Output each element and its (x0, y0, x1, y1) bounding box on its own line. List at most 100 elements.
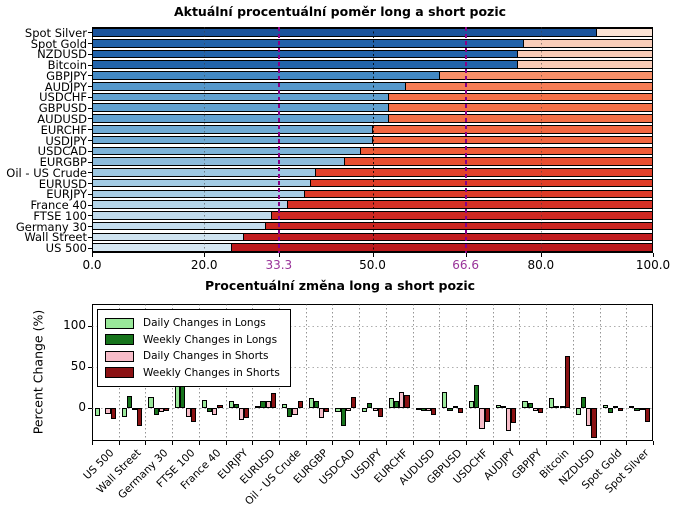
v-gridline (599, 304, 601, 441)
bar-france-40-s3 (217, 404, 223, 408)
bar-audusd-s1 (420, 408, 426, 411)
y-axis-tick (88, 204, 92, 206)
row-label-eurgbp: EURGBP (39, 155, 87, 170)
row-label-eurchf: EURCHF (40, 122, 87, 137)
y-axis-tick (88, 183, 92, 185)
bar-usdcad-s2 (345, 408, 351, 411)
short-bar-segment (231, 243, 654, 252)
legend-label: Weekly Changes in Longs (143, 333, 278, 346)
bar-usdjpy-s3 (377, 408, 383, 417)
bar-eurusd-s0 (255, 406, 261, 409)
bar-eurjpy-s1 (233, 403, 239, 408)
short-bar-segment (270, 211, 653, 220)
bar-us-500-s0 (95, 408, 101, 417)
long-bar-segment (92, 157, 345, 166)
row-label-audjpy: AUDJPY (44, 79, 87, 94)
bar-eurchf-s2 (399, 391, 405, 408)
bar-eurchf-s3 (404, 394, 410, 408)
y-axis-tick (88, 86, 92, 88)
long-bar-segment (92, 49, 519, 59)
long-bar-segment (92, 81, 407, 91)
row-label-spot-gold: Spot Gold (30, 36, 87, 51)
legend-item: Daily Changes in Longs (105, 315, 280, 332)
y-axis-tick (88, 75, 92, 77)
x-axis-tick (225, 441, 227, 445)
y-axis-tick (88, 64, 92, 66)
short-bar-segment (309, 178, 653, 188)
bar-spot-silver-s1 (634, 408, 640, 411)
x-axis-tick (145, 441, 147, 445)
bar-oil-us-crude-s2 (292, 408, 298, 416)
bar-germany-30-s2 (158, 408, 164, 413)
y-axis-tick (88, 150, 92, 152)
row-label-spot-silver: Spot Silver (24, 25, 87, 40)
row-label-usdchf: USDCHF (39, 90, 87, 105)
top-chart-title: Aktuální procentuální poměr long a short… (173, 4, 507, 19)
h-gridline-50 (92, 367, 653, 368)
short-bar-segment (343, 157, 653, 166)
x-axis-tick (466, 441, 467, 445)
bar-eurjpy-s3 (244, 408, 250, 418)
y-axis-tick (88, 226, 92, 228)
x-axis-tick (372, 253, 374, 257)
bar-audjpy-s2 (506, 408, 512, 431)
v-gridline (626, 304, 628, 441)
y-axis-tick (88, 326, 92, 327)
long-bar-segment (92, 28, 597, 37)
bar-germany-30-s3 (164, 408, 170, 412)
long-bar-segment (92, 146, 362, 156)
x-axis-tick (492, 441, 494, 445)
y-axis-tick (88, 43, 92, 45)
x-axis-tick (385, 441, 387, 445)
bottom-chart-plot-area (92, 304, 653, 441)
bottom-chart-title: Procentuální změna long a short pozic (204, 278, 476, 293)
x-axis-tick (118, 441, 120, 445)
bar-gbpusd-s0 (442, 391, 448, 408)
row-label-gbpjpy: GBPJPY (46, 68, 87, 83)
v-gridline (572, 304, 574, 441)
v-gridline (466, 304, 467, 441)
long-bar-segment (92, 71, 440, 80)
y-axis-tick (88, 172, 92, 174)
y-tick-label-100: 100 (63, 318, 86, 332)
v-gridline (359, 304, 361, 441)
v-gridline (305, 304, 307, 441)
bar-usdchf-s0 (469, 401, 475, 408)
bar-france-40-s0 (201, 399, 207, 408)
x-tick-label-33.3: 33.3 (265, 258, 293, 272)
short-bar-segment (405, 81, 653, 91)
x-tick-label-100.0: 100.0 (635, 258, 671, 272)
long-bar-segment (92, 135, 373, 145)
x-axis-tick (546, 441, 548, 445)
bottom-chart-y-axis-label: Percent Change (%) (30, 309, 46, 435)
y-axis-tick (88, 193, 92, 195)
bar-nzdusd-s1 (581, 396, 587, 408)
y-axis-tick (88, 32, 92, 34)
bar-spot-gold-s3 (618, 408, 624, 412)
bar-ftse-100-s3 (190, 408, 196, 422)
short-bar-segment (264, 221, 653, 231)
bar-gbpusd-s1 (447, 408, 453, 412)
x-axis-tick (540, 253, 542, 257)
short-bar-segment (523, 38, 653, 48)
row-label-us-500: US 500 (45, 241, 87, 256)
legend-swatch-icon (105, 350, 134, 362)
x-axis-tick (599, 441, 601, 445)
gridline-20.0 (204, 27, 206, 253)
bar-eurgbp-s3 (324, 408, 330, 413)
v-gridline (519, 304, 521, 441)
row-label-ftse-100: FTSE 100 (33, 208, 87, 223)
x-axis-tick (305, 441, 307, 445)
bar-eurgbp-s2 (319, 408, 325, 418)
x-axis-tick (653, 441, 654, 445)
bar-bitcoin-s2 (559, 406, 565, 409)
bar-france-40-s1 (207, 408, 213, 413)
v-gridline (412, 304, 414, 441)
long-bar-segment (92, 200, 289, 209)
x-axis-tick (626, 441, 628, 445)
long-bar-segment (92, 92, 390, 102)
bar-wall-street-s1 (126, 395, 133, 408)
bar-oil-us-crude-s1 (287, 408, 293, 417)
y-axis-tick (88, 161, 92, 163)
